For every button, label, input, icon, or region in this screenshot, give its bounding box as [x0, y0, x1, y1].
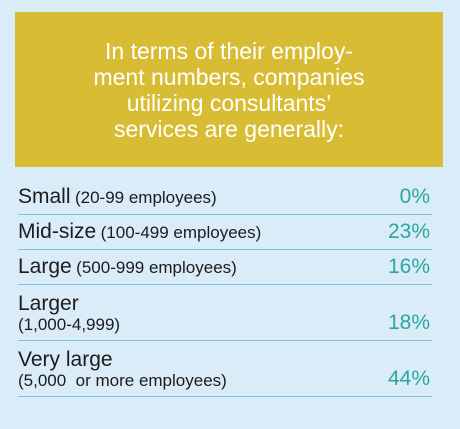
chart-title-line-3: utilizing consultants’: [126, 89, 332, 116]
row-label: Mid-size (100-499 employees): [18, 220, 261, 244]
chart-title: In terms of their employ- ment numbers, …: [64, 38, 394, 142]
value-label: 16%: [387, 255, 430, 278]
title-banner: In terms of their employ- ment numbers, …: [15, 12, 443, 167]
category-detail: (500-999 employees): [76, 258, 237, 277]
category-detail: (5,000 or more employees): [18, 371, 227, 390]
category-name: Mid-size: [18, 220, 97, 243]
table-row-mid-size: Mid-size (100-499 employees) 23%: [18, 215, 432, 250]
value-label: 23%: [387, 220, 430, 243]
table-row-large: Large (500-999 employees) 16%: [18, 250, 432, 285]
category-name: Large: [18, 255, 72, 278]
category-detail: (1,000-4,999): [18, 315, 121, 334]
table-row-very-large: Very large (5,000 or more employees) 44%: [18, 341, 432, 397]
chart-title-line-4: services are generally:: [113, 115, 345, 142]
table-row-small: Small (20-99 employees) 0%: [18, 180, 432, 215]
category-name: Small: [18, 185, 71, 208]
category-detail: (20-99 employees): [74, 188, 217, 207]
value-label: 44%: [387, 367, 430, 390]
category-detail: (100-499 employees): [100, 223, 262, 242]
chart-title-line-2: ment numbers, companies: [93, 63, 365, 90]
table-row-larger: Larger (1,000-4,999) 18%: [18, 285, 432, 341]
category-name: Larger: [18, 292, 79, 315]
row-label: Small (20-99 employees): [18, 185, 217, 209]
data-table: Small (20-99 employees) 0% Mid-size (100…: [18, 180, 432, 397]
category-name: Very large: [18, 348, 113, 371]
row-label: Large (500-999 employees): [18, 255, 237, 279]
value-label: 18%: [387, 311, 430, 334]
value-label: 0%: [399, 185, 430, 208]
chart-title-line-1: In terms of their employ-: [105, 37, 353, 64]
